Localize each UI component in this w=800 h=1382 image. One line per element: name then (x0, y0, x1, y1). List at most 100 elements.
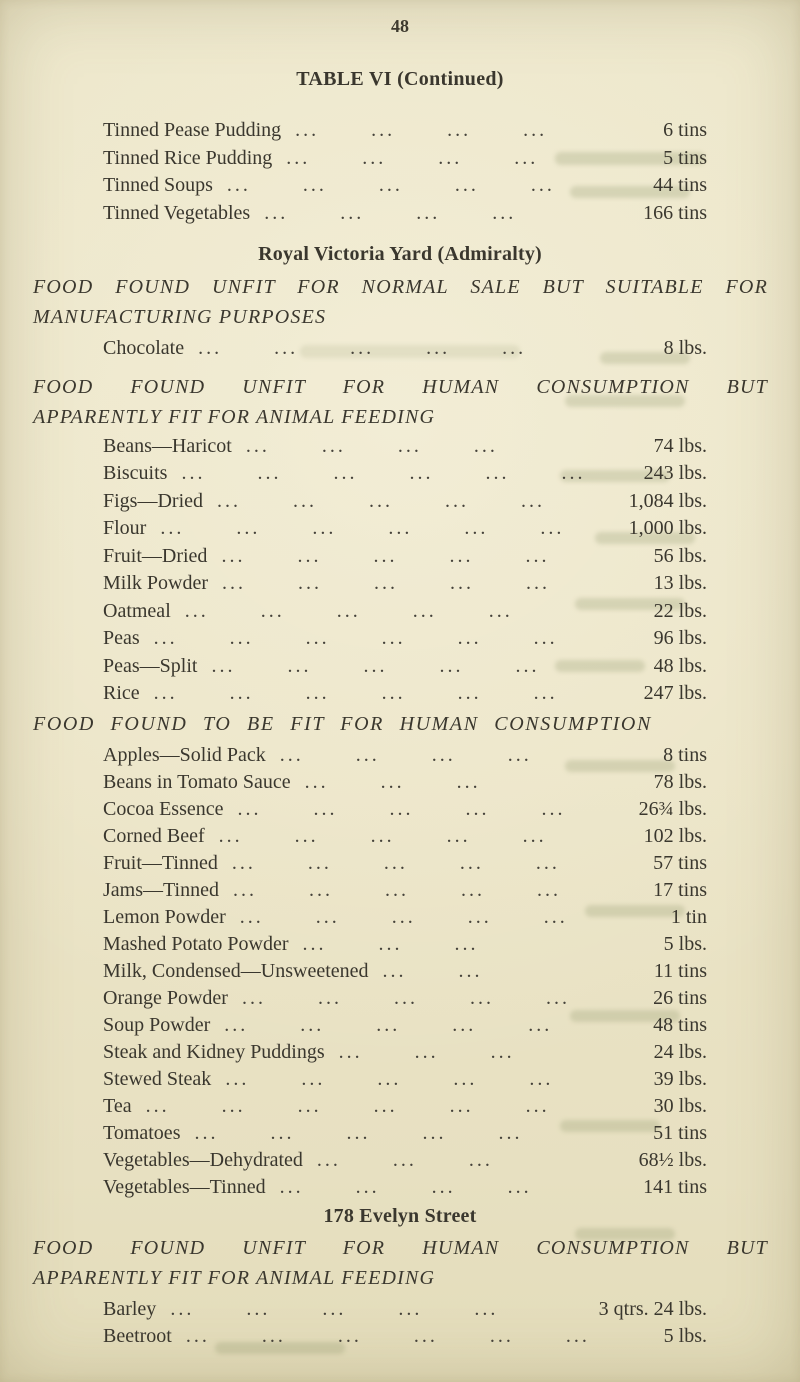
bleed-through-artifact (570, 186, 690, 198)
item-quantity: 56 lbs. (653, 544, 707, 567)
item-name: Figs—Dried (103, 489, 203, 512)
table-row: Tinned Rice Pudding ... ... ... ... 5 ti… (103, 145, 707, 173)
category-heading: FOOD FOUND UNFIT FOR HUMAN CONSUMPTION B… (33, 372, 768, 432)
item-quantity: 26 tins (653, 986, 707, 1009)
item-quantity: 1,000 lbs. (628, 517, 707, 539)
item-name: Fruit—Tinned (103, 851, 218, 874)
table-row: Beans in Tomato Sauce ... ... ... 78 lbs… (103, 769, 707, 796)
item-quantity: 68½ lbs. (638, 1148, 707, 1171)
table-row: Chocolate ... ... ... ... ... 8 lbs. (103, 335, 707, 363)
item-quantity: 5 lbs. (663, 932, 707, 955)
table-row: Apples—Solid Pack ... ... ... ... 8 tins (103, 742, 707, 769)
dot-leader: ... ... ... ... ... ... (181, 462, 586, 484)
dot-leader: ... ... ... ... ... (241, 986, 570, 1009)
item-name: Oatmeal (103, 599, 171, 622)
table-row: Peas ... ... ... ... ... ... 96 lbs. (103, 625, 707, 653)
dot-leader: ... ... ... ... ... (217, 489, 545, 512)
dot-leader: ... ... ... (316, 1148, 493, 1171)
evelyn-street-list: Barley ... ... ... ... ... 3 qtrs. 24 lb… (0, 1296, 800, 1351)
table-row: Stewed Steak ... ... ... ... ... 39 lbs. (103, 1066, 707, 1093)
dot-leader: ... ... ... ... ... (184, 599, 513, 622)
table-row: Steak and Kidney Puddings ... ... ... 24… (103, 1039, 707, 1066)
item-name: Beans—Haricot (103, 434, 232, 457)
table-row: Barley ... ... ... ... ... 3 qtrs. 24 lb… (103, 1296, 707, 1324)
bleed-through-artifact (570, 1010, 680, 1022)
item-quantity: 6 tins (663, 119, 707, 141)
category-heading-line: APPARENTLY FIT FOR ANIMAL FEEDING (33, 1266, 436, 1289)
dot-leader: ... ... ... ... ... (194, 1121, 523, 1144)
item-name: Cocoa Essence (103, 797, 224, 820)
bleed-through-artifact (215, 1342, 345, 1354)
bleed-through-artifact (575, 1228, 675, 1240)
dot-leader: ... ... ... ... (264, 201, 517, 224)
dot-leader: ... ... ... ... ... (221, 544, 550, 567)
item-name: Beans in Tomato Sauce (103, 770, 291, 793)
item-quantity: 8 lbs. (663, 337, 707, 359)
dot-leader: ... ... ... (304, 770, 481, 793)
dot-leader: ... ... ... ... (279, 743, 532, 766)
table-row: Milk Powder ... ... ... ... ... 13 lbs. (103, 570, 707, 598)
dot-leader: ... ... ... ... (279, 1175, 532, 1198)
category-heading-line: FOOD FOUND UNFIT FOR HUMAN CONSUMPTION B… (33, 1236, 768, 1259)
table-row: Milk, Condensed—Unsweetened ... ... 11 t… (103, 958, 707, 985)
bleed-through-artifact (565, 760, 675, 772)
item-name: Jams—Tinned (103, 878, 219, 901)
item-name: Milk Powder (103, 572, 208, 594)
item-name: Beetroot (103, 1325, 172, 1347)
table-row: Flour ... ... ... ... ... ... 1,000 lbs. (103, 515, 707, 543)
item-name: Barley (103, 1297, 157, 1320)
category-heading: FOOD FOUND UNFIT FOR NORMAL SALE BUT SUI… (33, 272, 768, 332)
item-quantity: 26¾ lbs. (638, 797, 707, 820)
category-heading-line: FOOD FOUND UNFIT FOR NORMAL SALE BUT SUI… (33, 276, 768, 298)
bleed-through-artifact (560, 470, 670, 482)
item-quantity: 243 lbs. (643, 462, 707, 484)
dot-leader: ... ... ... (338, 1040, 515, 1063)
item-quantity: 5 lbs. (663, 1325, 707, 1347)
item-name: Fruit—Dried (103, 544, 208, 567)
item-name: Tinned Soups (103, 174, 213, 196)
item-name: Tinned Rice Pudding (103, 146, 273, 169)
item-quantity: 11 tins (653, 959, 707, 982)
dot-leader: ... ... ... ... ... (226, 174, 555, 196)
bleed-through-artifact (600, 352, 690, 364)
category-heading: FOOD FOUND UNFIT FOR HUMAN CONSUMPTION B… (33, 1233, 768, 1293)
animal-feeding-list: Beans—Haricot ... ... ... ... 74 lbs. Bi… (0, 433, 800, 708)
item-name: Milk, Condensed—Unsweetened (103, 959, 369, 982)
table-row: Tinned Vegetables ... ... ... ... 166 ti… (103, 200, 707, 228)
table-row: Rice ... ... ... ... ... ... 247 lbs. (103, 680, 707, 708)
item-quantity: 13 lbs. (653, 572, 707, 594)
tinned-goods-list: Tinned Pease Pudding ... ... ... ... 6 t… (0, 117, 800, 227)
item-name: Lemon Powder (103, 905, 226, 928)
dot-leader: ... ... ... ... ... ... (160, 517, 565, 539)
bleed-through-artifact (555, 660, 645, 672)
dot-leader: ... ... ... (302, 932, 479, 955)
dot-leader: ... ... ... ... ... (232, 878, 561, 901)
page-number: 48 (391, 16, 409, 36)
table-row: Vegetables—Tinned ... ... ... ... 141 ti… (103, 1174, 707, 1201)
table-row: Mashed Potato Powder ... ... ... 5 lbs. (103, 931, 707, 958)
item-quantity: 166 tins (643, 201, 707, 224)
item-name: Tinned Vegetables (103, 201, 251, 224)
category-heading-line: FOOD FOUND UNFIT FOR HUMAN CONSUMPTION B… (33, 375, 768, 398)
bleed-through-artifact (595, 532, 695, 544)
table-row: Lemon Powder ... ... ... ... ... 1 tin (103, 904, 707, 931)
bleed-through-artifact (555, 152, 705, 165)
location-heading: 178 Evelyn Street (323, 1204, 477, 1227)
dot-leader: ... ... ... ... ... (211, 654, 540, 677)
table-row: Tinned Soups ... ... ... ... ... 44 tins (103, 172, 707, 200)
item-name: Tea (103, 1094, 132, 1117)
dot-leader: ... ... ... ... ... (224, 1013, 553, 1036)
table-row: Figs—Dried ... ... ... ... ... 1,084 lbs… (103, 488, 707, 516)
fit-for-consumption-list: Apples—Solid Pack ... ... ... ... 8 tins… (0, 742, 800, 1201)
bleed-through-artifact (585, 905, 685, 917)
table-row: Jams—Tinned ... ... ... ... ... 17 tins (103, 877, 707, 904)
item-name: Peas—Split (103, 654, 198, 677)
item-quantity: 48 tins (653, 1013, 707, 1036)
item-name: Steak and Kidney Puddings (103, 1040, 325, 1063)
dot-leader: ... ... ... ... (286, 146, 539, 169)
table-row: Oatmeal ... ... ... ... ... 22 lbs. (103, 598, 707, 626)
item-name: Apples—Solid Pack (103, 743, 266, 766)
table-row: Fruit—Tinned ... ... ... ... ... 57 tins (103, 850, 707, 877)
item-name: Vegetables—Tinned (103, 1175, 266, 1198)
